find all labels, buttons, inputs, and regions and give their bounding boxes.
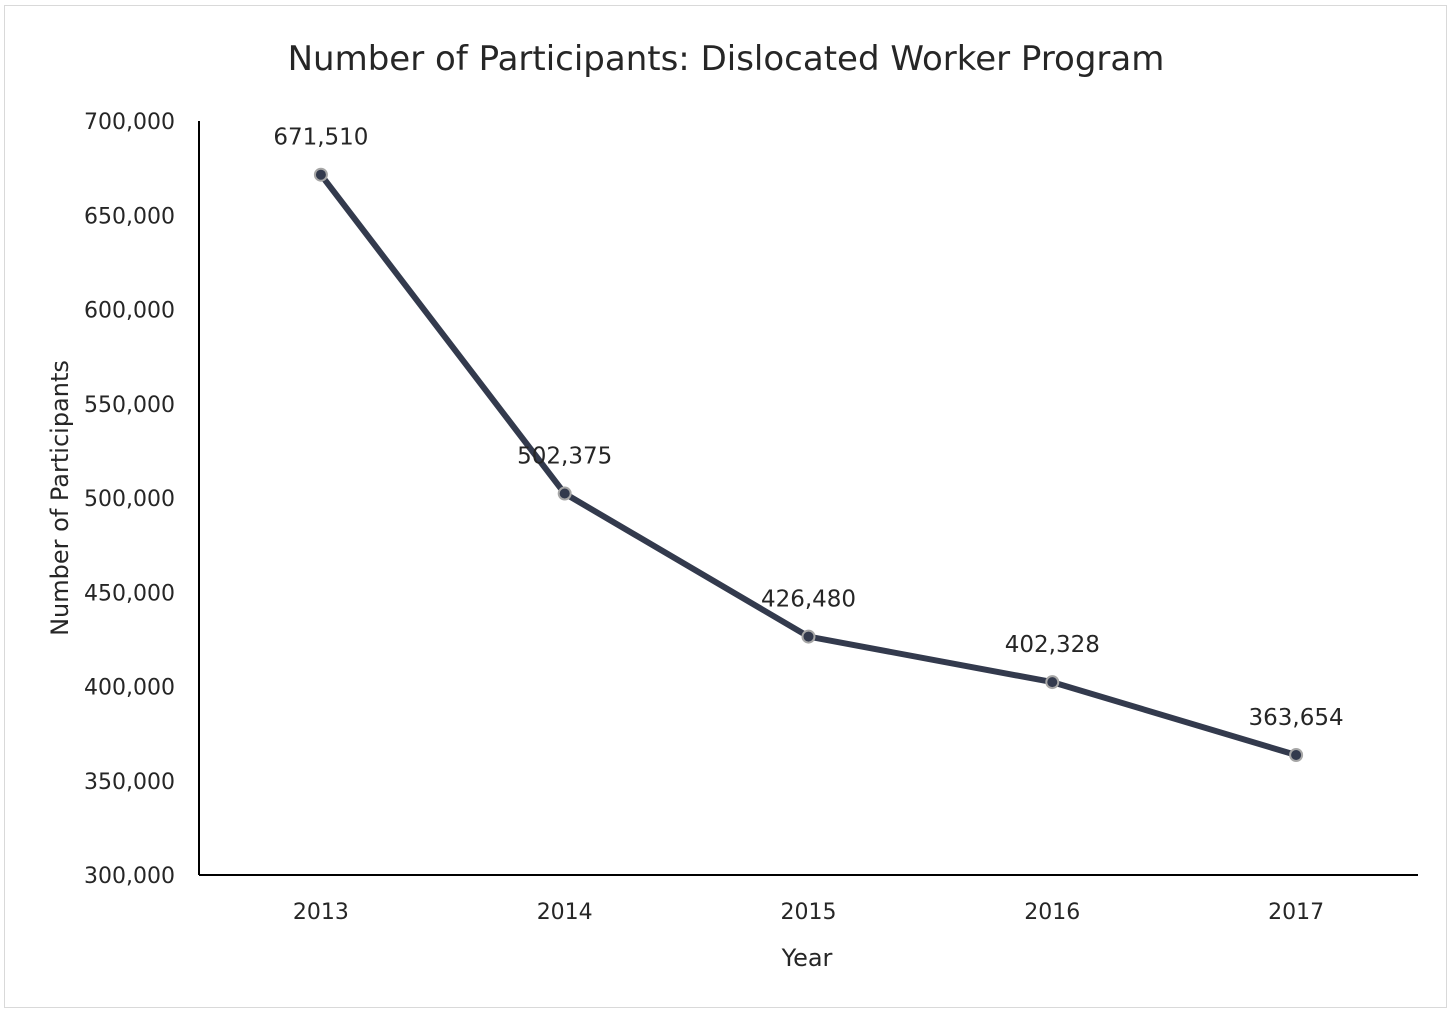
y-tick-label: 500,000 (84, 487, 175, 512)
data-label: 363,654 (1249, 705, 1344, 731)
data-label: 502,375 (517, 444, 612, 470)
data-point (557, 486, 572, 501)
data-point (1289, 748, 1304, 763)
data-label: 402,328 (1005, 632, 1100, 658)
series-line-group (317, 171, 1300, 759)
y-tick-label: 700,000 (84, 110, 175, 135)
data-point (313, 167, 328, 182)
x-tick-label: 2013 (293, 900, 349, 925)
chart-title: Number of Participants: Dislocated Worke… (288, 39, 1165, 79)
x-tick-label: 2015 (781, 900, 837, 925)
y-tick-label: 600,000 (84, 299, 175, 324)
data-point (1045, 675, 1060, 690)
x-axis: 2013 2014 2015 2016 2017 (199, 874, 1418, 925)
y-tick-label: 350,000 (84, 770, 175, 795)
y-tick-label: 450,000 (84, 581, 175, 606)
y-tick-label: 300,000 (84, 864, 175, 889)
series-line (317, 171, 1300, 759)
data-label: 426,480 (761, 587, 856, 613)
data-label: 671,510 (273, 125, 368, 151)
y-axis: 300,000 350,000 400,000 450,000 500,000 550,0… (84, 110, 200, 889)
series-markers (313, 167, 1304, 763)
x-tick-label: 2014 (537, 900, 593, 925)
y-tick-label: 650,000 (84, 204, 175, 229)
x-tick-label: 2017 (1268, 900, 1324, 925)
data-labels: 671,510 502,375 426,480 402,328 363,654 (273, 125, 1343, 731)
y-axis-title: Number of Participants (46, 360, 74, 636)
y-tick-label: 400,000 (84, 676, 175, 701)
y-tick-label: 550,000 (84, 393, 175, 418)
x-axis-title: Year (781, 944, 833, 972)
x-tick-label: 2016 (1024, 900, 1080, 925)
chart-frame (4, 5, 1447, 1008)
data-point (801, 629, 816, 644)
